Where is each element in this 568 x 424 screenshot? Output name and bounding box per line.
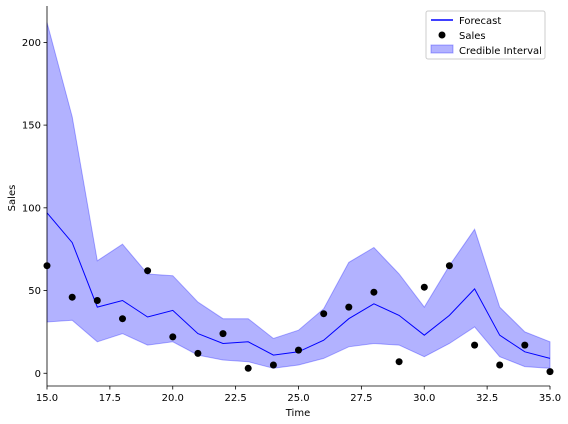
axes	[43, 6, 551, 390]
y-tick-label: 150	[22, 121, 41, 132]
legend-credible-interval-label: Credible Interval	[459, 46, 542, 57]
x-tick-label: 22.5	[224, 393, 246, 404]
sales-point	[521, 341, 529, 349]
sales-point	[169, 333, 177, 341]
sales-point	[420, 283, 428, 291]
sales-point	[471, 341, 479, 349]
legend-forecast-label: Forecast	[459, 16, 501, 27]
sales-point	[144, 267, 152, 275]
x-tick-label: 25.0	[287, 393, 309, 404]
sales-point	[445, 262, 453, 270]
sales-point	[546, 368, 554, 376]
x-tick-label: 15.0	[36, 393, 58, 404]
sales-point	[194, 349, 202, 357]
x-tick-label: 35.0	[539, 393, 561, 404]
sales-point	[68, 293, 76, 301]
x-tick-label: 32.5	[476, 393, 498, 404]
sales-point	[119, 315, 126, 323]
sales-point	[295, 346, 302, 354]
x-tick-label: 17.5	[99, 393, 121, 404]
legend-sales-label: Sales	[459, 31, 486, 42]
sales-point	[395, 358, 403, 366]
legend-box	[425, 10, 546, 60]
y-tick-label: 50	[28, 286, 41, 297]
y-tick-label: 0	[35, 369, 41, 380]
sales-point	[244, 364, 252, 372]
sales-point	[320, 310, 328, 318]
x-tick-label: 27.5	[350, 393, 372, 404]
tick-labels: 15.0 17.5 20.0 22.5 25.0 27.5 30.0 32.5 35.0 0 50 1…	[22, 38, 561, 404]
legend-sales-swatch	[438, 31, 446, 39]
y-axis-label: Sales	[7, 185, 18, 212]
y-tick-label: 200	[22, 38, 41, 49]
x-axis-label: Time	[285, 408, 310, 419]
legend: Forecast Sales Credible Interval	[425, 10, 546, 60]
sales-point	[219, 330, 227, 338]
sales-point	[370, 288, 378, 296]
sales-points-layer	[43, 262, 554, 376]
x-tick-label: 30.0	[413, 393, 435, 404]
legend-credible-interval-swatch	[430, 44, 454, 54]
x-tick-label: 20.0	[162, 393, 184, 404]
sales-point	[345, 303, 353, 311]
y-tick-label: 100	[22, 203, 41, 214]
sales-point	[496, 361, 504, 369]
sales-point	[269, 361, 277, 369]
sales-point	[93, 297, 101, 304]
